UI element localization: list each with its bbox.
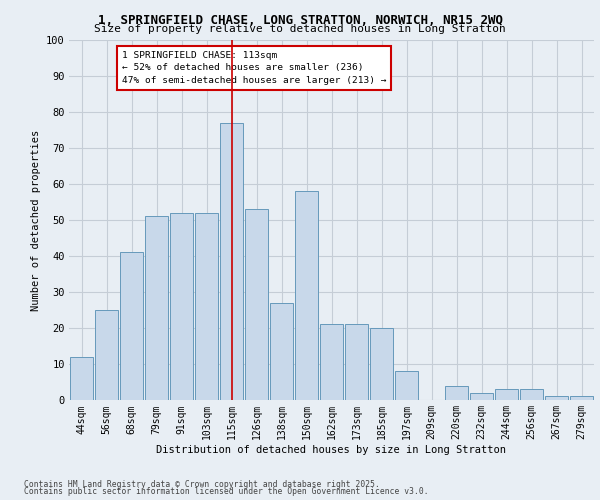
Bar [70,357,93,400]
Bar [220,123,243,400]
Bar [345,324,368,400]
Bar [395,371,418,400]
Bar [195,213,218,400]
Y-axis label: Number of detached properties: Number of detached properties [31,130,41,310]
Bar [145,216,168,400]
Bar [570,396,593,400]
Text: 1, SPRINGFIELD CHASE, LONG STRATTON, NORWICH, NR15 2WQ: 1, SPRINGFIELD CHASE, LONG STRATTON, NOR… [97,14,503,27]
Bar [295,191,318,400]
Bar [495,389,518,400]
Bar [545,396,568,400]
Text: 1 SPRINGFIELD CHASE: 113sqm
← 52% of detached houses are smaller (236)
47% of se: 1 SPRINGFIELD CHASE: 113sqm ← 52% of det… [121,51,386,85]
Text: Contains public sector information licensed under the Open Government Licence v3: Contains public sector information licen… [24,487,428,496]
Text: Size of property relative to detached houses in Long Stratton: Size of property relative to detached ho… [94,24,506,34]
Bar [245,209,268,400]
Text: Contains HM Land Registry data © Crown copyright and database right 2025.: Contains HM Land Registry data © Crown c… [24,480,380,489]
Bar [520,389,543,400]
Bar [445,386,468,400]
X-axis label: Distribution of detached houses by size in Long Stratton: Distribution of detached houses by size … [157,445,506,455]
Bar [95,310,118,400]
Bar [170,213,193,400]
Bar [320,324,343,400]
Bar [470,393,493,400]
Bar [120,252,143,400]
Bar [370,328,393,400]
Bar [270,303,293,400]
